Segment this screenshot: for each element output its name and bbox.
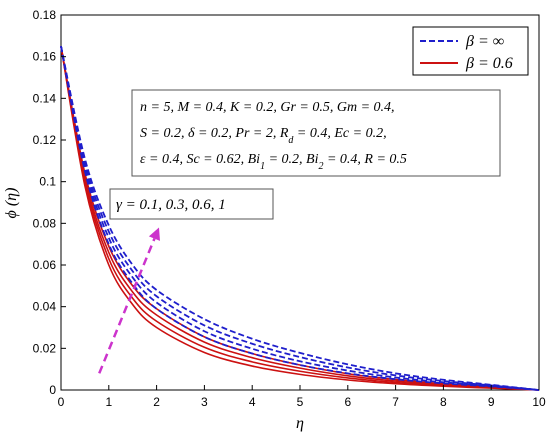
y-tick-label: 0.12 (33, 133, 57, 147)
x-tick-label: 4 (249, 395, 256, 409)
params-line-2: S = 0.2, δ = 0.2, Pr = 2, Rd = 0.4, Ec =… (140, 126, 387, 146)
gamma-box: γ = 0.1, 0.3, 0.6, 1 (109, 188, 274, 220)
legend-frame (412, 26, 529, 76)
x-tick-label: 10 (532, 395, 546, 409)
x-tick-label: 9 (488, 395, 495, 409)
gamma-box-frame (109, 188, 274, 220)
x-tick-label: 0 (58, 395, 65, 409)
x-tick-label: 3 (201, 395, 208, 409)
x-axis-label: η (296, 415, 304, 432)
series-beta-inf-gamma-0-6 (60, 46, 540, 391)
y-tick-label: 0.06 (33, 258, 57, 272)
y-tick-label: 0.1 (39, 175, 56, 189)
x-tick-label: 5 (297, 395, 304, 409)
params-box: n = 5, M = 0.4, K = 0.2, Gr = 0.5, Gm = … (131, 89, 501, 177)
gamma-arrow-line (98, 238, 156, 374)
gamma-label: γ = 0.1, 0.3, 0.6, 1 (116, 197, 226, 213)
legend: β = ∞ β = 0.6 (412, 26, 529, 76)
x-tick-label: 2 (153, 395, 160, 409)
series-beta-inf-gamma-0-3 (60, 46, 540, 391)
series-beta-06-gamma-0-6 (60, 46, 540, 391)
y-tick-label: 0.14 (33, 91, 57, 105)
y-tick-label: 0.18 (33, 8, 57, 22)
x-tick-label: 7 (392, 395, 399, 409)
params-line-1: n = 5, M = 0.4, K = 0.2, Gr = 0.5, Gm = … (140, 100, 395, 115)
series-beta-inf-gamma-1 (60, 46, 540, 391)
y-tick-label: 0.02 (33, 341, 57, 355)
y-tick-label: 0.08 (33, 216, 57, 230)
legend-label-beta-06: β = 0.6 (465, 55, 513, 72)
legend-label-beta-inf: β = ∞ (465, 33, 504, 50)
gamma-arrow (98, 227, 160, 374)
y-axis-label: ϕ (η) (3, 188, 20, 219)
series-beta-inf-gamma-0-1 (60, 46, 540, 391)
params-box-frame (131, 89, 501, 177)
y-tick-label: 0.04 (33, 300, 57, 314)
x-tick-label: 8 (440, 395, 447, 409)
gamma-arrow-head (148, 227, 160, 241)
ticks-layer: 0 1 2 3 4 5 6 7 8 9 10 0 0.02 0.04 0.06 0.08 0.1 0.12 0.14… (33, 8, 546, 409)
y-tick-label: 0.16 (33, 50, 57, 64)
x-tick-label: 1 (105, 395, 112, 409)
x-tick-label: 6 (344, 395, 351, 409)
params-line-3: ε = 0.4, Sc = 0.62, Bi1 = 0.2, Bi2 = 0.4… (140, 152, 407, 172)
y-tick-label: 0 (49, 383, 56, 397)
